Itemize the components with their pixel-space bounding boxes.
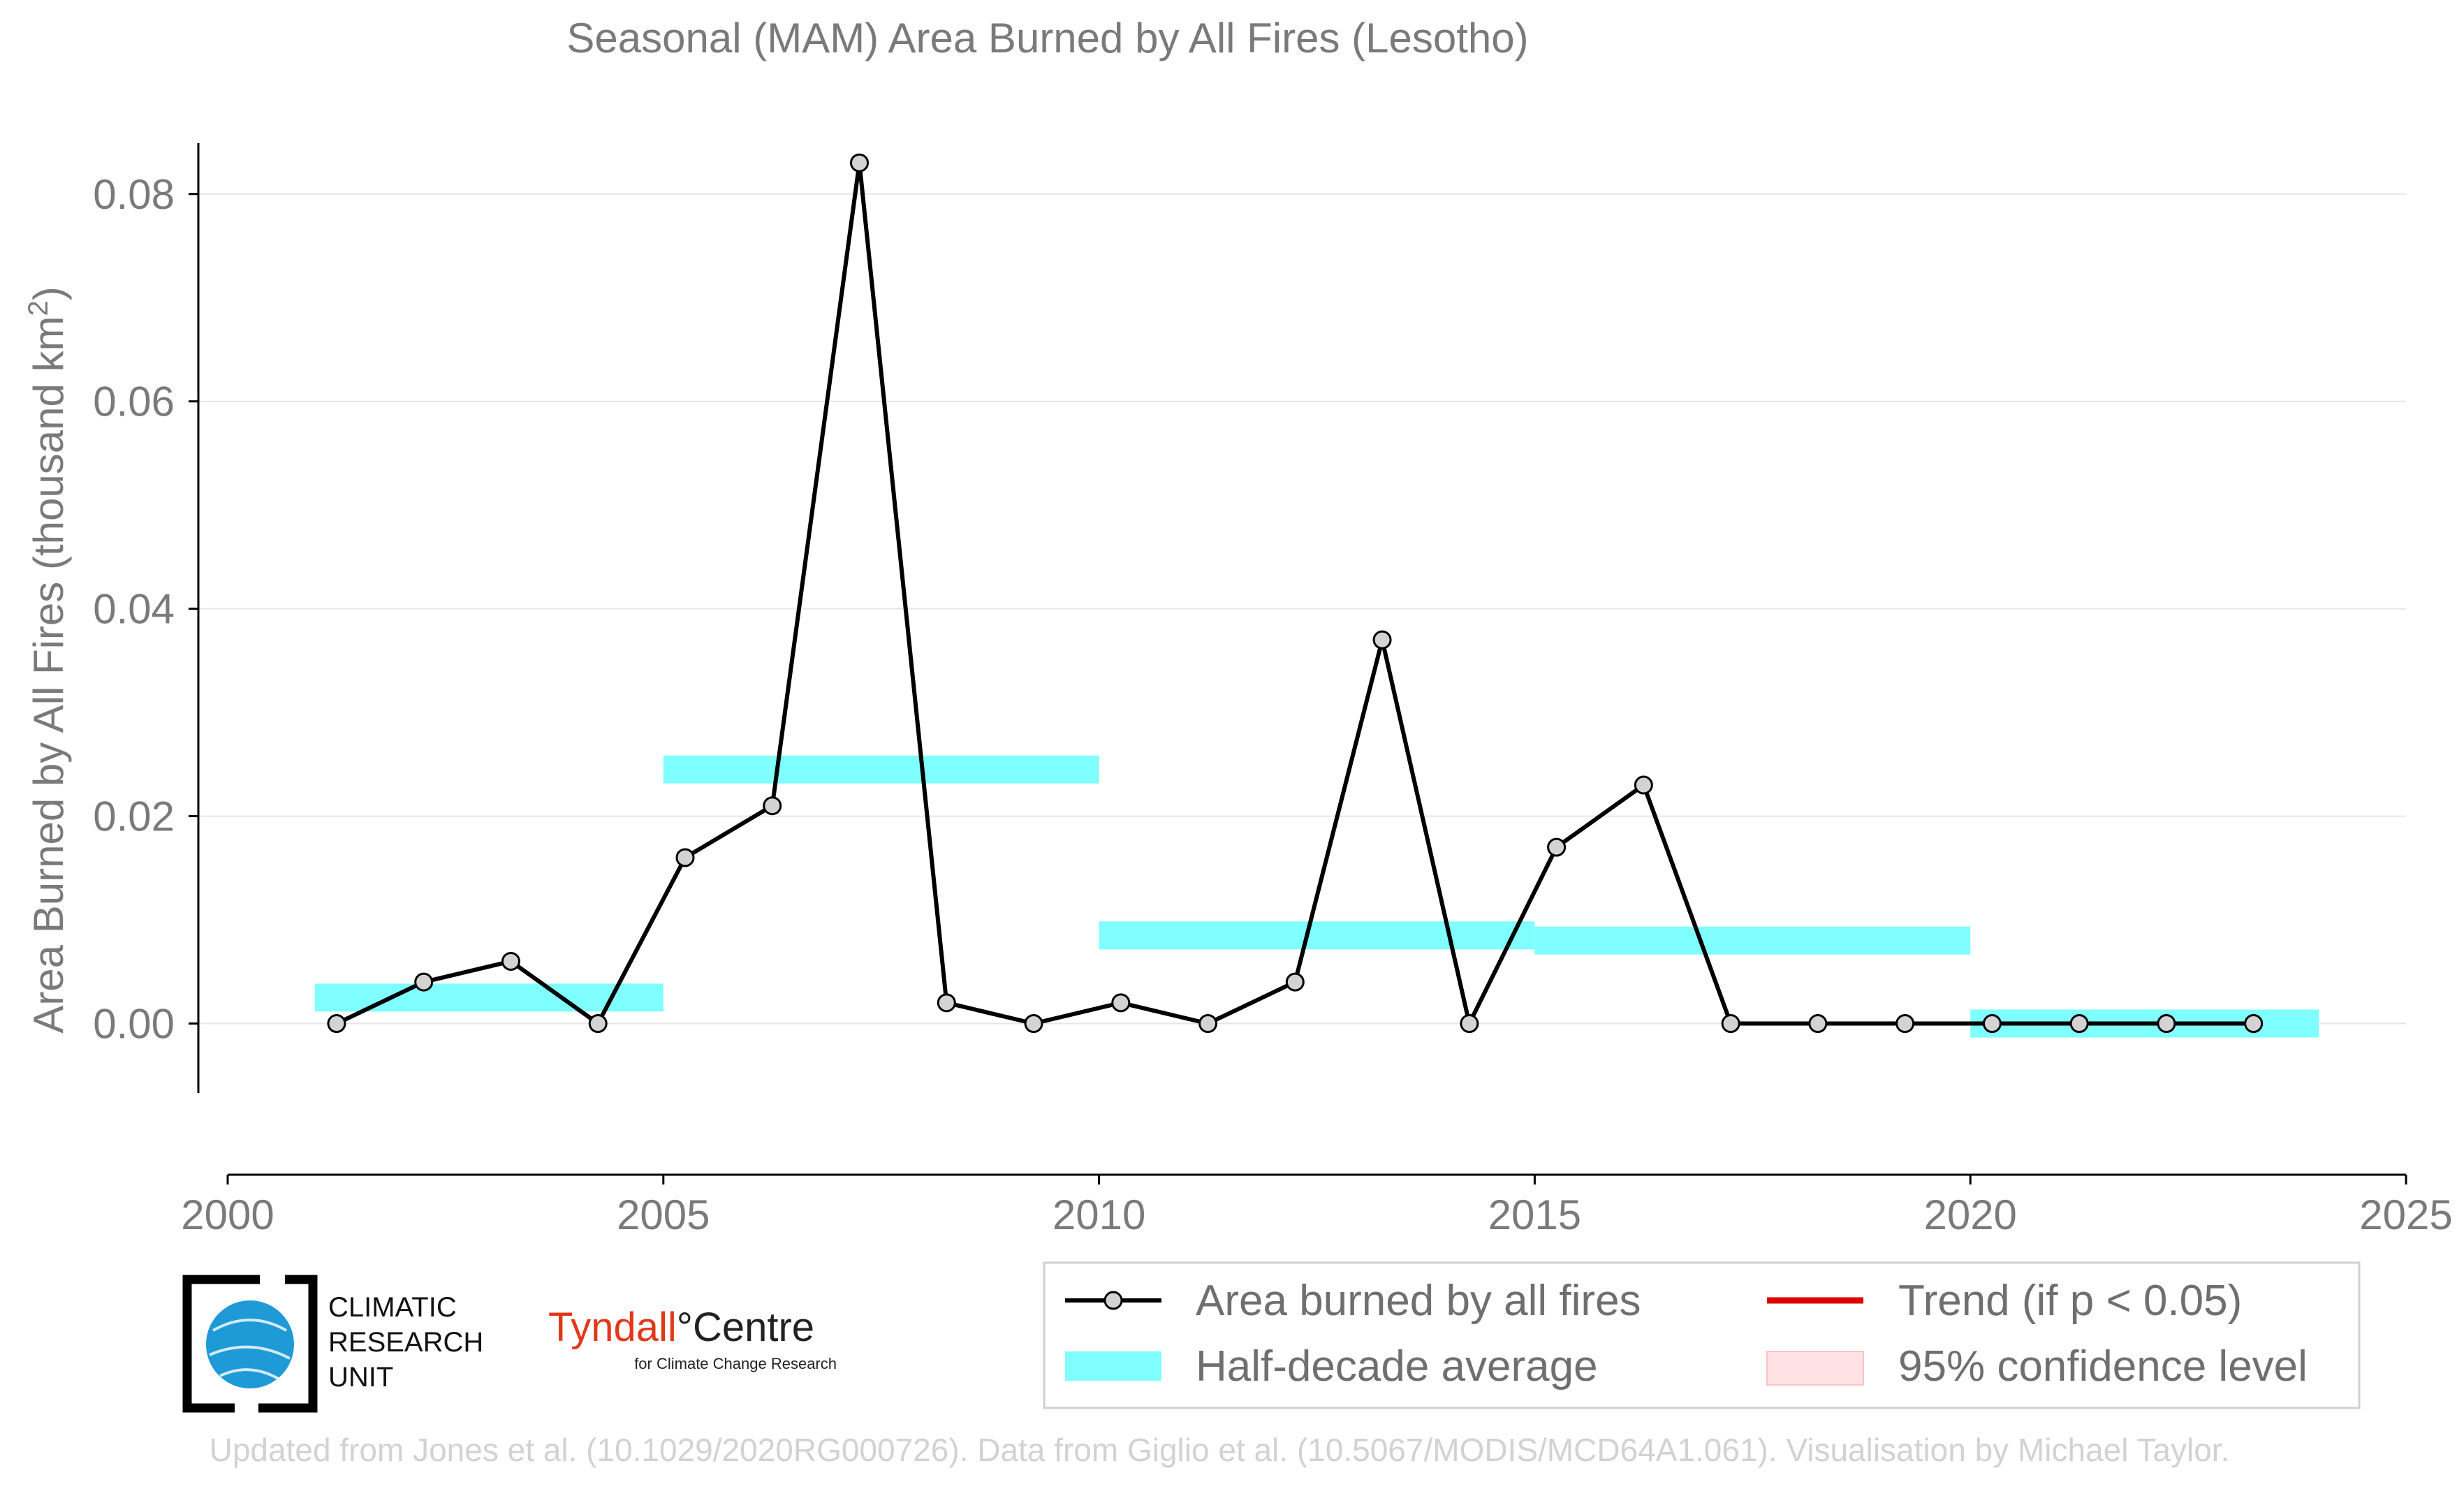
x-tick-label: 2020 <box>1923 1191 2016 1238</box>
data-point <box>1634 775 1653 795</box>
data-point <box>2069 1014 2089 1034</box>
data-point <box>675 848 695 867</box>
legend-label-trend: Trend (if p < 0.05) <box>1898 1277 2242 1325</box>
cru-text-line-2: RESEARCH <box>328 1327 483 1358</box>
data-point <box>414 972 434 992</box>
half-decade-average-bar <box>1099 921 1535 950</box>
data-point <box>588 1014 608 1034</box>
grid <box>198 193 2406 1025</box>
data-point <box>501 951 520 971</box>
data-point <box>763 796 782 816</box>
y-tick-label: 0.04 <box>93 586 175 633</box>
cru-globe-icon <box>206 1300 294 1388</box>
series-points <box>327 153 2264 1034</box>
legend-half-decade-icon <box>1065 1351 1161 1381</box>
cru-logo: CLIMATIC RESEARCH UNIT <box>182 1275 483 1413</box>
legend-box <box>1043 1261 2361 1409</box>
legend: Area burned by all fires Trend (if p < 0… <box>1043 1261 2361 1409</box>
chart-title: Seasonal (MAM) Area Burned by All Fires … <box>566 15 1528 61</box>
data-point <box>2244 1014 2264 1034</box>
y-tick-label: 0.00 <box>93 1001 175 1048</box>
data-point <box>1111 993 1131 1013</box>
legend-confidence-icon <box>1766 1351 1864 1386</box>
y-axis-label-superscript: 2 <box>23 300 54 316</box>
footer-credits: Updated from Jones et al. (10.1029/2020R… <box>210 1432 2230 1468</box>
data-point <box>1547 837 1567 857</box>
tyndall-logo: Tyndall°Centre for Climate Change Resear… <box>548 1305 837 1372</box>
tyndall-suffix: °Centre <box>677 1305 814 1350</box>
data-point <box>1808 1014 1828 1034</box>
data-point <box>1721 1014 1740 1034</box>
x-tick-label: 2015 <box>1488 1191 1581 1238</box>
x-ticks: 2000 2005 2010 2015 2020 2025 <box>181 1175 2453 1238</box>
data-point <box>1982 1014 2002 1034</box>
data-point <box>1372 630 1392 650</box>
cru-globe-swirl <box>209 1319 291 1381</box>
cru-bracket-left <box>182 1275 260 1413</box>
data-point <box>850 153 870 173</box>
data-point <box>2157 1014 2176 1034</box>
tyndall-subtitle: for Climate Change Research <box>634 1355 837 1372</box>
legend-label-half-decade: Half-decade average <box>1196 1342 1598 1391</box>
y-tick-label: 0.06 <box>93 379 175 425</box>
data-point <box>1895 1014 1915 1034</box>
legend-label-series: Area burned by all fires <box>1196 1277 1641 1325</box>
data-point <box>1285 972 1305 992</box>
series-lines <box>335 161 2254 1026</box>
half-decade-average-bar <box>663 755 1099 784</box>
x-tick-label: 2000 <box>181 1191 274 1238</box>
data-point <box>937 993 956 1013</box>
half-decade-average-bar <box>1534 926 1971 955</box>
tyndall-logo-text: Tyndall°Centre <box>548 1305 814 1350</box>
data-point <box>327 1014 346 1034</box>
y-tick-label: 0.08 <box>93 171 175 218</box>
y-axis-label: Area Burned by All Fires (thousand km2) <box>23 286 72 1033</box>
y-axis-label-close: ) <box>25 286 72 300</box>
legend-label-confidence: 95% confidence level <box>1898 1342 2308 1391</box>
tyndall-name: Tyndall <box>548 1305 677 1350</box>
data-point <box>1024 1014 1043 1034</box>
x-tick-label: 2025 <box>2359 1191 2452 1238</box>
y-axis-label-main: Area Burned by All Fires (thousand km <box>25 316 72 1034</box>
data-point <box>1198 1014 1218 1034</box>
cru-bracket-right <box>258 1275 318 1413</box>
y-tick-label: 0.02 <box>93 793 175 840</box>
data-point <box>1460 1014 1479 1034</box>
x-tick-label: 2010 <box>1053 1191 1145 1238</box>
y-ticks: 0.00 0.02 0.04 0.06 0.08 <box>93 171 198 1048</box>
cru-text-line-1: CLIMATIC <box>328 1292 457 1323</box>
legend-marker-series-icon <box>1103 1291 1123 1310</box>
x-tick-label: 2005 <box>617 1191 710 1238</box>
series-line <box>335 161 2254 1026</box>
cru-text-line-3: UNIT <box>328 1362 393 1393</box>
